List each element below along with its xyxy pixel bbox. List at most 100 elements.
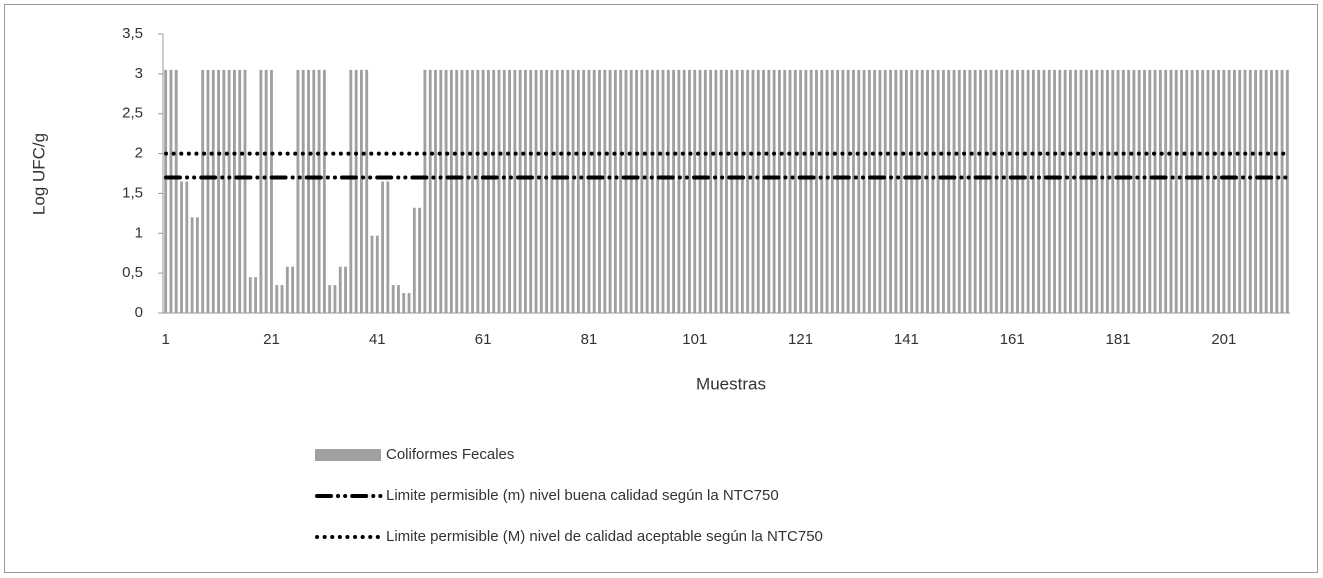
bar xyxy=(640,69,644,313)
bar xyxy=(1275,69,1279,313)
bar xyxy=(931,69,935,313)
bar xyxy=(280,285,284,313)
bar xyxy=(1074,69,1078,313)
bar xyxy=(423,69,427,313)
y-tick-label: 2 xyxy=(135,145,143,162)
bar xyxy=(555,69,559,313)
bar xyxy=(1248,69,1252,313)
bar xyxy=(867,69,871,313)
bar xyxy=(624,69,628,313)
bar xyxy=(672,69,676,313)
bar xyxy=(333,285,337,313)
bar xyxy=(1201,69,1205,313)
bar xyxy=(259,69,263,313)
bar xyxy=(1264,69,1268,313)
bar xyxy=(365,69,369,313)
x-tick-label: 1 xyxy=(161,331,169,348)
bar xyxy=(386,181,390,313)
bar xyxy=(238,69,242,313)
bar xyxy=(1127,69,1131,313)
bar xyxy=(1195,69,1199,313)
bar xyxy=(989,69,993,313)
x-tick-label: 121 xyxy=(788,331,813,348)
bar xyxy=(164,69,168,313)
bar xyxy=(1137,69,1141,313)
bar xyxy=(1185,69,1189,313)
bar xyxy=(629,69,633,313)
x-axis-label: Muestras xyxy=(696,374,766,393)
bar xyxy=(1005,69,1009,313)
bar xyxy=(1037,69,1041,313)
bar xyxy=(508,69,511,313)
bar xyxy=(471,69,474,313)
bar xyxy=(994,69,998,313)
bar xyxy=(762,69,765,313)
x-tick-label: 101 xyxy=(682,331,707,348)
bar xyxy=(1100,69,1104,313)
bar xyxy=(524,69,527,313)
bar xyxy=(190,217,194,313)
bar xyxy=(465,69,469,313)
bar xyxy=(412,207,416,313)
bar xyxy=(1174,69,1178,313)
bar xyxy=(613,69,617,313)
bar xyxy=(486,69,490,313)
bar xyxy=(820,69,824,313)
bar xyxy=(201,69,205,313)
bar xyxy=(169,69,173,313)
bar xyxy=(1010,69,1014,313)
bar xyxy=(317,69,321,313)
bar xyxy=(344,266,347,313)
bar xyxy=(777,69,781,313)
bar xyxy=(1132,69,1136,313)
bar xyxy=(772,69,776,313)
bar xyxy=(1095,69,1099,313)
bar xyxy=(1000,69,1004,313)
bar xyxy=(338,266,342,313)
y-tick-label: 3 xyxy=(135,65,143,82)
bar xyxy=(1047,69,1051,313)
bar xyxy=(1016,69,1019,313)
bar xyxy=(1285,69,1289,313)
bar xyxy=(598,69,601,313)
bar xyxy=(1106,69,1109,313)
bar xyxy=(354,69,358,313)
bar xyxy=(222,69,226,313)
bar xyxy=(402,293,406,313)
bar xyxy=(397,285,400,313)
bar xyxy=(852,69,855,313)
bar xyxy=(301,69,305,313)
bar xyxy=(725,69,728,313)
bar xyxy=(381,181,385,313)
bar xyxy=(391,285,395,313)
bar xyxy=(211,69,215,313)
bar xyxy=(529,69,533,313)
bar xyxy=(1090,69,1094,313)
bar xyxy=(799,69,803,313)
bar xyxy=(666,69,670,313)
bar xyxy=(635,69,638,313)
bar xyxy=(1180,69,1183,313)
bar xyxy=(645,69,649,313)
x-tick-label: 61 xyxy=(475,331,492,348)
bar xyxy=(1222,69,1226,313)
bar xyxy=(899,69,903,313)
bar xyxy=(730,69,734,313)
bar xyxy=(1217,69,1220,313)
legend-label: Limite permisible (M) nivel de calidad a… xyxy=(386,528,823,545)
x-tick-label: 81 xyxy=(581,331,598,348)
x-tick-label: 201 xyxy=(1211,331,1236,348)
bar xyxy=(428,69,432,313)
bar xyxy=(1021,69,1025,313)
bar xyxy=(206,69,210,313)
bar xyxy=(1143,69,1146,313)
bar xyxy=(566,69,570,313)
bar xyxy=(1254,69,1258,313)
bar xyxy=(873,69,877,313)
bar xyxy=(608,69,612,313)
bar xyxy=(1068,69,1072,313)
bar xyxy=(195,217,199,313)
x-tick-label: 41 xyxy=(369,331,386,348)
bar xyxy=(497,69,501,313)
